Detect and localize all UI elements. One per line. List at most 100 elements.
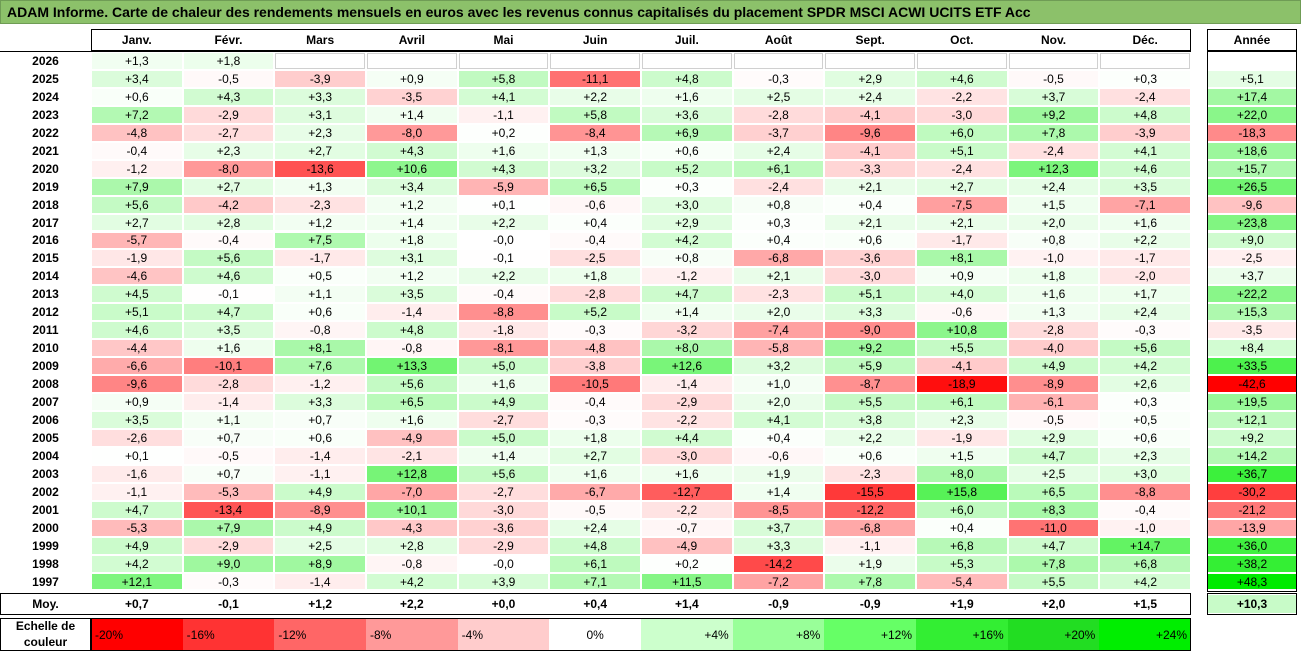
heat-cell: +0,5 — [1100, 412, 1191, 428]
heat-cell: +0,1 — [458, 196, 549, 213]
annual-cell: +26,5 — [1208, 178, 1296, 195]
heat-cell: +4,8 — [1100, 106, 1191, 123]
heat-cell: +6,1 — [550, 555, 640, 572]
heat-cell: -1,7 — [1100, 250, 1191, 267]
year-label: 2012 — [32, 305, 59, 320]
heat-cell: +5,2 — [550, 304, 640, 321]
heat-cell: +1,5 — [1008, 196, 1099, 213]
heat-cell: -18,9 — [917, 376, 1007, 393]
month-header: Juil. — [674, 33, 699, 47]
heat-cell: +0,3 — [1100, 394, 1191, 410]
heat-cell: -0,3 — [733, 70, 824, 87]
average-cell: +1,9 — [949, 596, 974, 611]
heat-cell: -8,0 — [367, 124, 457, 141]
heat-cell: +0,8 — [642, 250, 732, 267]
year-label: 2018 — [32, 197, 59, 212]
annual-cell: +19,5 — [1208, 394, 1296, 410]
heat-cell: +2,4 — [1100, 304, 1191, 321]
heat-cell: +5,8 — [458, 70, 549, 87]
annual-cell: -13,9 — [1208, 519, 1296, 536]
year-label: 2003 — [32, 466, 59, 481]
heat-cell: +3,7 — [733, 519, 824, 536]
heat-cell: +2,1 — [733, 268, 824, 285]
heat-cell: +4,3 — [183, 88, 274, 105]
heat-cell: -0,4 — [92, 142, 182, 159]
heat-cell: +3,2 — [733, 358, 824, 375]
header-divider — [0, 51, 1192, 52]
heat-cell: -0,5 — [1008, 70, 1099, 87]
heat-cell: -0,4 — [1100, 501, 1191, 518]
heat-cell: +4,0 — [917, 286, 1007, 303]
heat-cell: +0,8 — [1008, 232, 1099, 249]
heat-cell: +4,6 — [92, 322, 182, 339]
heat-cell: +2,3 — [1100, 447, 1191, 464]
heat-cell: +2,1 — [825, 178, 916, 195]
heat-cell: +7,8 — [1008, 124, 1099, 141]
heat-cell: +3,7 — [1008, 88, 1099, 105]
year-label: 2007 — [32, 395, 59, 410]
heat-cell: +2,2 — [458, 268, 549, 285]
heat-cell: +2,5 — [1008, 465, 1099, 482]
heat-cell: -12,7 — [642, 483, 732, 500]
heat-cell: +6,0 — [917, 501, 1007, 518]
year-label: 1998 — [32, 556, 59, 571]
chart-title: ADAM Informe. Carte de chaleur des rende… — [0, 0, 1301, 24]
heat-cell: +6,5 — [1008, 483, 1099, 500]
annual-cell: +38,2 — [1208, 555, 1296, 572]
heat-cell: -4,8 — [550, 340, 640, 357]
color-scale-stop: +12% — [824, 618, 917, 651]
heat-cell: +2,3 — [275, 124, 365, 141]
heat-cell: -5,9 — [458, 178, 549, 195]
heat-cell: -2,2 — [642, 412, 732, 428]
heat-cell: +4,8 — [367, 322, 457, 339]
heat-cell: +4,1 — [733, 412, 824, 428]
heat-cell: -0,5 — [1008, 412, 1099, 428]
heat-cell: +4,8 — [550, 537, 640, 554]
heat-cell: +5,5 — [917, 340, 1007, 357]
heat-cell: -8,7 — [825, 376, 916, 393]
heat-cell: +0,8 — [733, 196, 824, 213]
heat-cell: -1,4 — [642, 376, 732, 393]
heat-cell: +8,1 — [275, 340, 365, 357]
heat-cell: +2,4 — [550, 519, 640, 536]
heat-cell: +1,2 — [367, 268, 457, 285]
heat-cell: +3,0 — [642, 196, 732, 213]
heat-cell: +2,1 — [825, 214, 916, 231]
heat-cell: -12,2 — [825, 501, 916, 518]
heat-cell: -0,4 — [550, 232, 640, 249]
heat-cell: +7,9 — [183, 519, 274, 536]
average-cell: +2,0 — [1041, 596, 1066, 611]
heat-cell: +4,7 — [92, 501, 182, 518]
heat-cell: +9,2 — [1008, 106, 1099, 123]
heat-cell: -2,9 — [183, 537, 274, 554]
heat-cell: +2,1 — [917, 214, 1007, 231]
average-cell: +2,2 — [399, 596, 424, 611]
heat-cell: -7,1 — [1100, 196, 1191, 213]
heat-cell: +6,8 — [917, 537, 1007, 554]
heat-cell: +1,1 — [275, 286, 365, 303]
color-scale-stop: -8% — [366, 618, 458, 651]
heat-cell: -2,9 — [183, 106, 274, 123]
heat-cell: -5,4 — [917, 573, 1007, 590]
heat-cell: -2,4 — [917, 160, 1007, 177]
heat-cell: -0,6 — [733, 447, 824, 464]
heat-cell: +2,7 — [275, 142, 365, 159]
heat-cell: +2,7 — [550, 447, 640, 464]
heat-cell: +5,2 — [642, 160, 732, 177]
heat-cell: +2,7 — [183, 178, 274, 195]
heat-cell: +4,9 — [458, 394, 549, 410]
heat-cell: -1,2 — [642, 268, 732, 285]
heat-cell: +5,6 — [367, 376, 457, 393]
heat-cell: +0,6 — [275, 429, 365, 446]
heat-cell: -2,8 — [733, 106, 824, 123]
annual-cell: +18,6 — [1208, 142, 1296, 159]
year-label: 2008 — [32, 377, 59, 392]
heat-cell: -1,4 — [183, 394, 274, 410]
color-scale-label: Echelle de couleur — [15, 619, 76, 649]
heat-cell: -0,5 — [183, 70, 274, 87]
heat-cell: +3,6 — [642, 106, 732, 123]
annual-cell: +5,1 — [1208, 70, 1296, 87]
year-total-header: Année — [1233, 33, 1271, 47]
month-header: Sept. — [855, 33, 885, 47]
heat-cell: -3,0 — [825, 268, 916, 285]
